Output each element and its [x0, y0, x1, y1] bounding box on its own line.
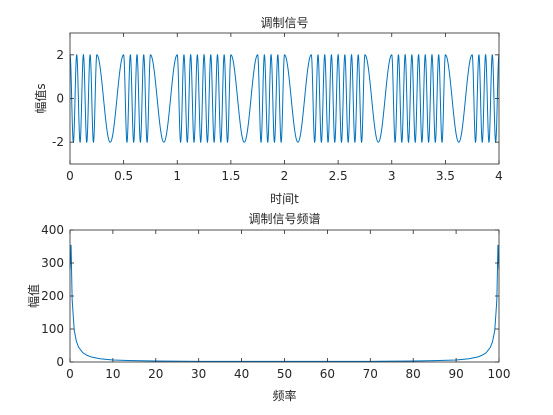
- title-top: 调制信号: [260, 16, 308, 30]
- plot-area-top: [70, 33, 499, 164]
- y-tick-label: 200: [41, 289, 64, 303]
- x-tick-label: 1: [173, 169, 181, 183]
- xlabel-top: 时间t: [270, 192, 299, 206]
- x-tick-label: 0: [66, 169, 74, 183]
- x-tick-label: 50: [277, 367, 292, 381]
- y-tick-label: 2: [56, 48, 64, 62]
- y-tick-label: 0: [56, 355, 64, 369]
- x-tick-label: 2.5: [329, 169, 348, 183]
- title-bottom: 调制信号频谱: [248, 212, 320, 226]
- x-tick-label: 0: [66, 367, 74, 381]
- y-tick-label: 100: [41, 322, 64, 336]
- ylabel-top: 幅值s: [33, 83, 48, 113]
- x-tick-label: 60: [320, 367, 335, 381]
- x-ticks-bottom: 0 10 20 30 40 50 60 70 80 90 100: [66, 230, 510, 381]
- y-ticks-bottom: 0 100 200 300 400: [41, 223, 499, 369]
- x-tick-label: 3: [388, 169, 396, 183]
- x-ticks-top: 0 0.5 1 1.5 2 2.5 3 3.5 4: [66, 33, 503, 183]
- x-tick-label: 2: [281, 169, 289, 183]
- x-tick-label: 30: [191, 367, 206, 381]
- y-tick-label: 300: [41, 256, 64, 270]
- x-tick-label: 10: [105, 367, 120, 381]
- x-tick-label: 0.5: [114, 169, 133, 183]
- y-tick-label: 400: [41, 223, 64, 237]
- x-tick-label: 100: [488, 367, 511, 381]
- x-tick-label: 1.5: [221, 169, 240, 183]
- axes-modulated-signal: 0 0.5 1 1.5 2 2.5 3 3.5 4 -2 0 2 调制信号 时间t 幅值s: [33, 16, 503, 206]
- x-tick-label: 80: [406, 367, 421, 381]
- x-tick-label: 90: [448, 367, 463, 381]
- y-ticks-top: -2 0 2: [52, 48, 499, 149]
- signal-series-line: [69, 53, 500, 144]
- x-tick-label: 40: [234, 367, 249, 381]
- signal-plot: [69, 53, 500, 144]
- x-tick-label: 4: [495, 169, 503, 183]
- y-tick-label: -2: [52, 135, 64, 149]
- xlabel-bottom: 频率: [272, 388, 296, 403]
- ylabel-bottom: 幅值: [26, 284, 41, 308]
- x-tick-label: 3.5: [436, 169, 455, 183]
- x-tick-label: 70: [363, 367, 378, 381]
- y-tick-label: 0: [56, 92, 64, 106]
- x-tick-label: 20: [148, 367, 163, 381]
- axes-spectrum: 0 10 20 30 40 50 60 70 80 90 100 0 100 200 300 400 调制信…: [26, 212, 510, 403]
- plot-area-bottom: [70, 230, 499, 362]
